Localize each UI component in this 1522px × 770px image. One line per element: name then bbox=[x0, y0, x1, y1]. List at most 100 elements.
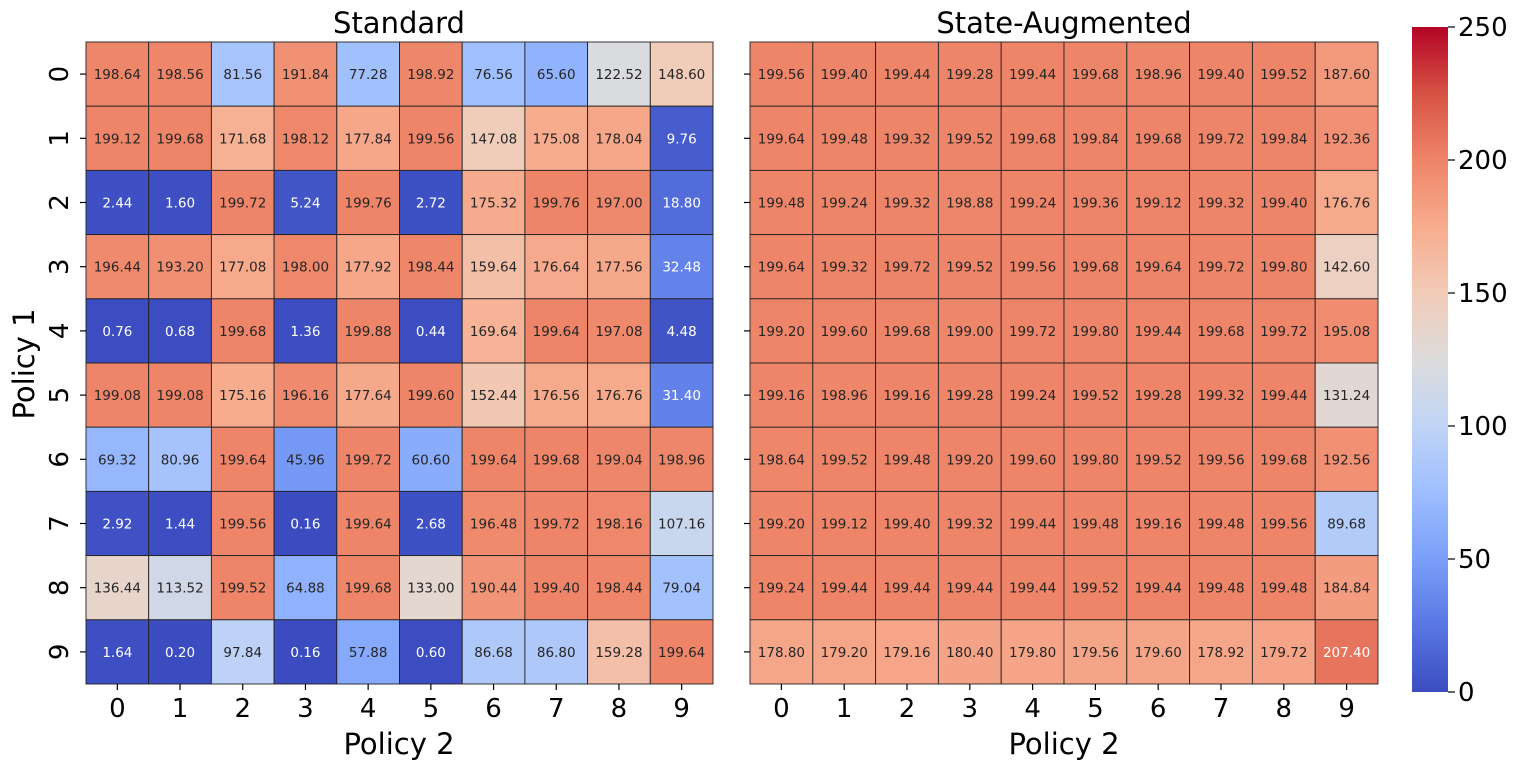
heatmap-cell bbox=[875, 169, 939, 236]
heatmap-cell bbox=[399, 426, 463, 492]
colorbar-ticks: 0 50 100 150 200 250 bbox=[1448, 13, 1508, 708]
cell-label: 199.48 bbox=[1260, 581, 1307, 597]
cell-label: 122.52 bbox=[595, 67, 642, 83]
heatmap-cell bbox=[336, 362, 400, 428]
cell-label: 199.72 bbox=[533, 517, 580, 533]
colorbar-tick-label: 150 bbox=[1458, 279, 1508, 309]
cell-label: 199.52 bbox=[1135, 452, 1182, 468]
colorbar-tick-label: 100 bbox=[1458, 412, 1508, 442]
heatmap-state-augmented: State-Augmented 199.56 199.40 199.44 199.28… bbox=[744, 6, 1379, 761]
cell-label: 199.68 bbox=[1072, 260, 1119, 276]
cell-label: 199.40 bbox=[821, 67, 868, 83]
cell-label: 199.24 bbox=[758, 581, 805, 597]
y-tick-label: 6 bbox=[45, 451, 75, 468]
heatmap-cell bbox=[85, 41, 150, 107]
heatmap-cell bbox=[148, 105, 212, 171]
cell-label: 199.52 bbox=[219, 581, 266, 597]
heatmap-cell bbox=[524, 619, 589, 685]
heatmap-cell bbox=[210, 298, 275, 364]
cell-label: 199.52 bbox=[946, 260, 993, 276]
cell-label: 89.68 bbox=[1327, 517, 1366, 533]
heatmap-cell bbox=[649, 298, 714, 364]
heatmap-cell bbox=[875, 234, 939, 300]
cell-label: 199.84 bbox=[1260, 131, 1307, 147]
heatmap-cell bbox=[399, 490, 463, 557]
cell-label: 199.40 bbox=[883, 517, 930, 533]
cell-label: 199.68 bbox=[1197, 324, 1244, 340]
heatmap-cell bbox=[1000, 298, 1065, 364]
heatmap-cell bbox=[1251, 362, 1316, 428]
cell-label: 178.80 bbox=[758, 645, 805, 661]
y-ticks-state-augmented bbox=[744, 73, 750, 653]
cell-label: 196.44 bbox=[94, 260, 141, 276]
heatmap-cell bbox=[649, 234, 714, 300]
cell-label: 199.20 bbox=[758, 517, 805, 533]
heatmap-cell bbox=[336, 169, 400, 236]
y-tick-label: 3 bbox=[45, 258, 75, 275]
heatmap-cell bbox=[461, 619, 526, 685]
cell-label: 1.44 bbox=[165, 517, 195, 533]
x-tick-label: 7 bbox=[548, 694, 565, 724]
heatmap-cell bbox=[1314, 234, 1379, 300]
cell-label: 190.44 bbox=[470, 581, 517, 597]
cell-label: 60.60 bbox=[412, 452, 451, 468]
heatmap-cell bbox=[1314, 169, 1379, 236]
heatmap-cell bbox=[875, 105, 939, 171]
heatmap-cell bbox=[812, 105, 877, 171]
heatmap-cell bbox=[1314, 426, 1379, 492]
x-tick-label: 2 bbox=[234, 694, 251, 724]
cell-label: 179.72 bbox=[1260, 645, 1307, 661]
cell-label: 179.80 bbox=[1009, 645, 1056, 661]
heatmap-cell bbox=[1000, 41, 1065, 107]
cell-label: 199.44 bbox=[1135, 324, 1182, 340]
cell-label: 192.36 bbox=[1323, 131, 1370, 147]
heatmap-cell bbox=[399, 234, 463, 300]
cell-label: 199.72 bbox=[1260, 324, 1307, 340]
heatmap-cell bbox=[461, 105, 526, 171]
cell-label: 199.12 bbox=[1135, 196, 1182, 212]
heatmap-cell bbox=[1000, 362, 1065, 428]
heatmap-cell bbox=[336, 234, 400, 300]
heatmap-cells-standard: 198.64 198.56 81.56 191.84 77.28 198.92 76.56 6… bbox=[85, 41, 714, 685]
heatmap-cell bbox=[461, 490, 526, 557]
cell-label: 198.96 bbox=[821, 388, 868, 404]
x-ticks-standard: 0 1 2 3 4 5 6 7 8 9 bbox=[109, 684, 690, 724]
cell-label: 0.20 bbox=[165, 645, 195, 661]
cell-label: 199.64 bbox=[219, 452, 266, 468]
cell-label: 199.64 bbox=[345, 517, 392, 533]
cell-label: 199.72 bbox=[345, 452, 392, 468]
cell-label: 199.68 bbox=[533, 452, 580, 468]
cell-label: 133.00 bbox=[407, 581, 454, 597]
heatmap-cell bbox=[812, 490, 877, 557]
cell-label: 113.52 bbox=[156, 581, 203, 597]
cell-label: 197.08 bbox=[595, 324, 642, 340]
heatmap-cell bbox=[749, 426, 814, 492]
cell-label: 5.24 bbox=[290, 196, 320, 212]
cell-label: 187.60 bbox=[1323, 67, 1370, 83]
cell-label: 199.48 bbox=[821, 131, 868, 147]
heatmap-cell bbox=[812, 234, 877, 300]
cell-label: 191.84 bbox=[282, 67, 329, 83]
cell-label: 199.48 bbox=[1197, 581, 1244, 597]
heatmap-cells-state-augmented: 199.56 199.40 199.44 199.28 199.44 199.68 198.… bbox=[749, 41, 1379, 685]
heatmap-cell bbox=[273, 41, 338, 107]
cell-label: 199.56 bbox=[1197, 452, 1244, 468]
heatmap-cell bbox=[1126, 234, 1191, 300]
heatmap-cell bbox=[749, 619, 814, 685]
heatmap-cell bbox=[1251, 234, 1316, 300]
cell-label: 198.64 bbox=[94, 67, 141, 83]
cell-label: 199.08 bbox=[156, 388, 203, 404]
cell-label: 147.08 bbox=[470, 131, 517, 147]
cell-label: 107.16 bbox=[658, 517, 705, 533]
colorbar-tick-label: 250 bbox=[1458, 13, 1508, 43]
y-tick-label: 7 bbox=[45, 515, 75, 532]
cell-label: 178.92 bbox=[1197, 645, 1244, 661]
heatmap-cell bbox=[1189, 619, 1253, 685]
cell-label: 199.44 bbox=[883, 67, 930, 83]
cell-label: 199.28 bbox=[946, 67, 993, 83]
cell-label: 184.84 bbox=[1323, 581, 1370, 597]
cell-label: 199.48 bbox=[883, 452, 930, 468]
heatmap-cell bbox=[148, 619, 212, 685]
cell-label: 179.60 bbox=[1135, 645, 1182, 661]
